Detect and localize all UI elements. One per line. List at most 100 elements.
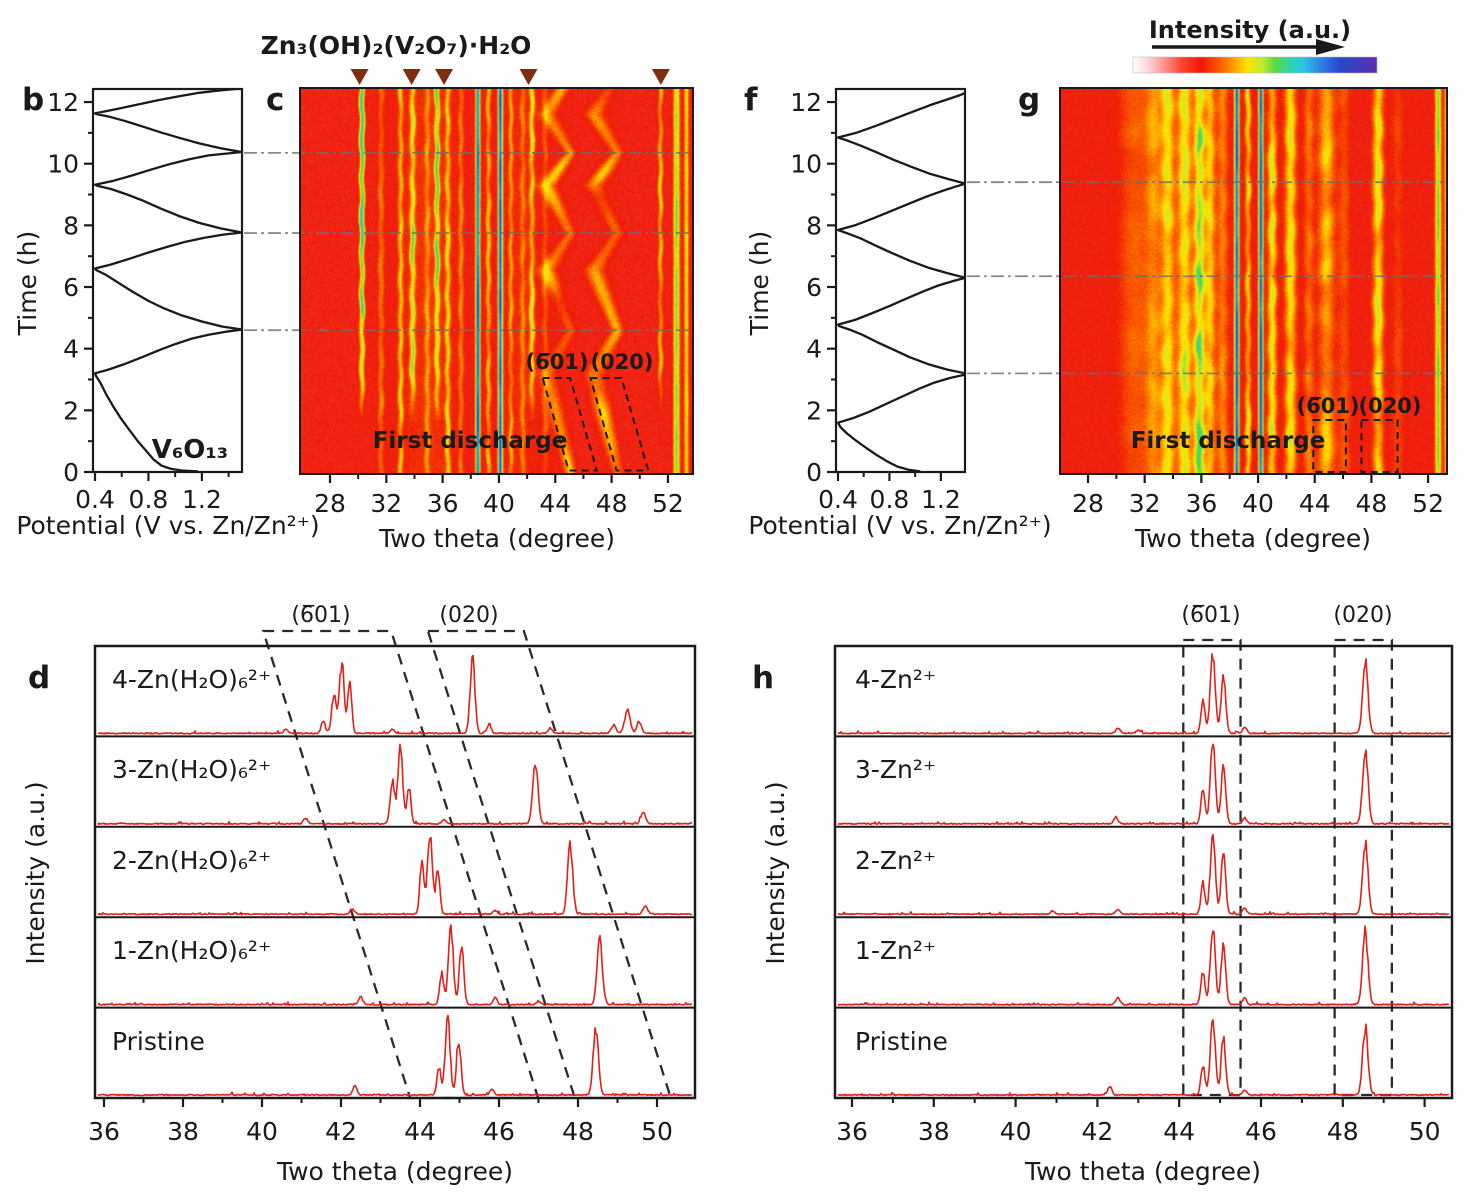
panel-d-xrd-trace (97, 1014, 693, 1097)
panel-h-y-axis-label: Intensity (a.u.) (761, 781, 790, 964)
panel-h-x-tick-label: 48 (1327, 1117, 1359, 1146)
panel-c-x-axis-label: Two theta (degree) (378, 524, 615, 553)
phase-marker-triangle (519, 69, 538, 85)
panel-h-peak-guide (1333, 638, 1394, 1097)
panel-f-y-tick-label: 6 (806, 273, 822, 302)
panel-b-x-axis-label: Potential (V vs. Zn/Zn²⁺) (16, 511, 319, 540)
panel-g-x-tick-label: 40 (1242, 489, 1274, 518)
panel-h-xrd-trace (837, 743, 1450, 826)
panel-f-y-tick-label: 4 (806, 335, 822, 364)
panel-c-x-tick-label: 32 (370, 489, 402, 518)
panel-f-y-tick-label: 2 (806, 396, 822, 425)
colorbar-arrow-head (1316, 39, 1345, 55)
phase-marker-triangle (350, 69, 369, 85)
panel-d-x-tick-label: 48 (562, 1117, 594, 1146)
panel-g-x-tick-label: 28 (1072, 489, 1104, 518)
panel-g-x-tick-label: 32 (1129, 489, 1161, 518)
phase-marker-triangle (402, 69, 421, 85)
colorbar-label: Intensity (a.u.) (1149, 16, 1351, 44)
panel-h-box (833, 644, 1454, 1100)
panel-c-x-tick-label: 44 (539, 489, 571, 518)
panel-d-xrd-trace (97, 654, 693, 735)
panel-c-x-tick-label: 28 (314, 489, 346, 518)
panel-h-x-tick-label: 36 (836, 1117, 868, 1146)
panel-d-y-axis-label: Intensity (a.u.) (21, 781, 50, 964)
panel-f-x-tick-label: 1.2 (921, 485, 961, 514)
panel-g-x-tick-label: 44 (1299, 489, 1331, 518)
panel-d-row-label-4: 4-Zn(H₂O)₆²⁺ (112, 665, 271, 694)
panel-d-x-tick-label: 36 (88, 1117, 120, 1146)
panel-b-x-tick-label: 0.8 (129, 485, 169, 514)
panel-d-x-tick-label: 44 (404, 1117, 436, 1146)
panel-f-y-tick-label: 10 (790, 150, 822, 179)
panel-d-xrd-trace (97, 743, 693, 826)
panel-b-y-tick-label: 4 (63, 335, 79, 364)
panel-h-x-tick-label: 50 (1409, 1117, 1441, 1146)
panel-d-peak-guide (261, 629, 540, 1100)
panel-f-x-tick-label: 0.4 (818, 485, 858, 514)
panel-f-y-axis-label: Time (h) (745, 231, 774, 336)
panel-f-x-tick-label: 0.8 (870, 485, 910, 514)
panel-h-x-tick-label: 38 (918, 1117, 950, 1146)
panel-g-x-axis-label: Two theta (degree) (1134, 524, 1371, 553)
panel-c-x-tick-label: 36 (427, 489, 459, 518)
panel-b-x-tick-label: 1.2 (182, 485, 222, 514)
panel-h-row-label-4: 4-Zn²⁺ (855, 665, 936, 694)
panel-h-row-label-3: 3-Zn²⁺ (855, 755, 936, 784)
panel-f-y-tick-label: 8 (806, 211, 822, 240)
heatmap-c-canvas (300, 88, 693, 474)
panel-b-voltage-curve (93, 89, 242, 473)
panel-c-x-tick-label: 52 (652, 489, 684, 518)
panel-h-hkl-601-label: (6̅01) (1181, 603, 1240, 628)
panel-g-x-tick-label: 36 (1185, 489, 1217, 518)
panel-d-x-tick-label: 42 (325, 1117, 357, 1146)
panel-b-y-tick-label: 10 (47, 150, 79, 179)
panel-f-voltage-curve (836, 89, 965, 473)
panel-d-row-label-pristine: Pristine (112, 1027, 205, 1056)
panel-f-letter: f (744, 82, 758, 118)
panel-d-row-label-1: 1-Zn(H₂O)₆²⁺ (112, 936, 271, 965)
panel-h-x-tick-label: 44 (1163, 1117, 1195, 1146)
panel-d-hkl-020-label: (020) (439, 603, 498, 628)
panel-h-x-tick-label: 46 (1245, 1117, 1277, 1146)
panel-h-row-label-2: 2-Zn²⁺ (855, 846, 936, 875)
panel-d-row-label-3: 3-Zn(H₂O)₆²⁺ (112, 755, 271, 784)
panel-d-hkl-601-label: (6̅01) (291, 603, 350, 628)
panel-d-xrd-trace (97, 924, 693, 1006)
panel-b-x-tick-label: 0.4 (75, 485, 115, 514)
panel-d-x-tick-label: 50 (641, 1117, 673, 1146)
panel-h-xrd-trace (838, 1019, 1450, 1097)
panel-b-axis-box (91, 87, 244, 474)
panel-d-box (93, 644, 697, 1100)
panel-h-x-tick-label: 42 (1081, 1117, 1113, 1146)
panel-b-y-tick-label: 2 (63, 396, 79, 425)
panel-c-letter: c (266, 82, 284, 118)
phase-marker-triangle (435, 69, 454, 85)
panel-d-x-tick-label: 46 (483, 1117, 515, 1146)
panel-h-xrd-trace (837, 653, 1450, 735)
panel-b-y-tick-label: 0 (63, 458, 79, 487)
panel-b-y-tick-label: 6 (63, 273, 79, 302)
panel-d-x-axis-label: Two theta (degree) (276, 1157, 513, 1186)
panel-h-x-tick-label: 40 (1000, 1117, 1032, 1146)
panel-h-letter: h (752, 660, 774, 696)
panel-h-xrd-trace (837, 833, 1450, 916)
panel-b-y-tick-label: 12 (47, 88, 79, 117)
panel-d-xrd-trace (97, 836, 693, 916)
panel-d-row-label-2: 2-Zn(H₂O)₆²⁺ (112, 846, 271, 875)
colorbar-gradient (1132, 56, 1378, 74)
panel-h-hkl-020-label: (020) (1333, 603, 1392, 628)
panel-c-x-tick-label: 48 (596, 489, 628, 518)
panel-f-y-tick-label: 0 (806, 458, 822, 487)
panel-g-letter: g (1018, 82, 1040, 118)
panel-h-x-axis-label: Two theta (degree) (1024, 1157, 1261, 1186)
panel-f-y-tick-label: 12 (790, 88, 822, 117)
panel-h-row-label-pristine: Pristine (855, 1027, 948, 1056)
panel-c-phase-title: Zn₃(OH)₂(V₂O₇)·H₂O (261, 31, 532, 60)
panel-g-x-tick-label: 52 (1412, 489, 1444, 518)
panel-f-axis-box (834, 87, 967, 474)
panel-f-x-axis-label: Potential (V vs. Zn/Zn²⁺) (748, 511, 1051, 540)
heatmap-g-canvas (1060, 88, 1447, 474)
panel-b-material-label: V₆O₁₃ (152, 435, 228, 465)
